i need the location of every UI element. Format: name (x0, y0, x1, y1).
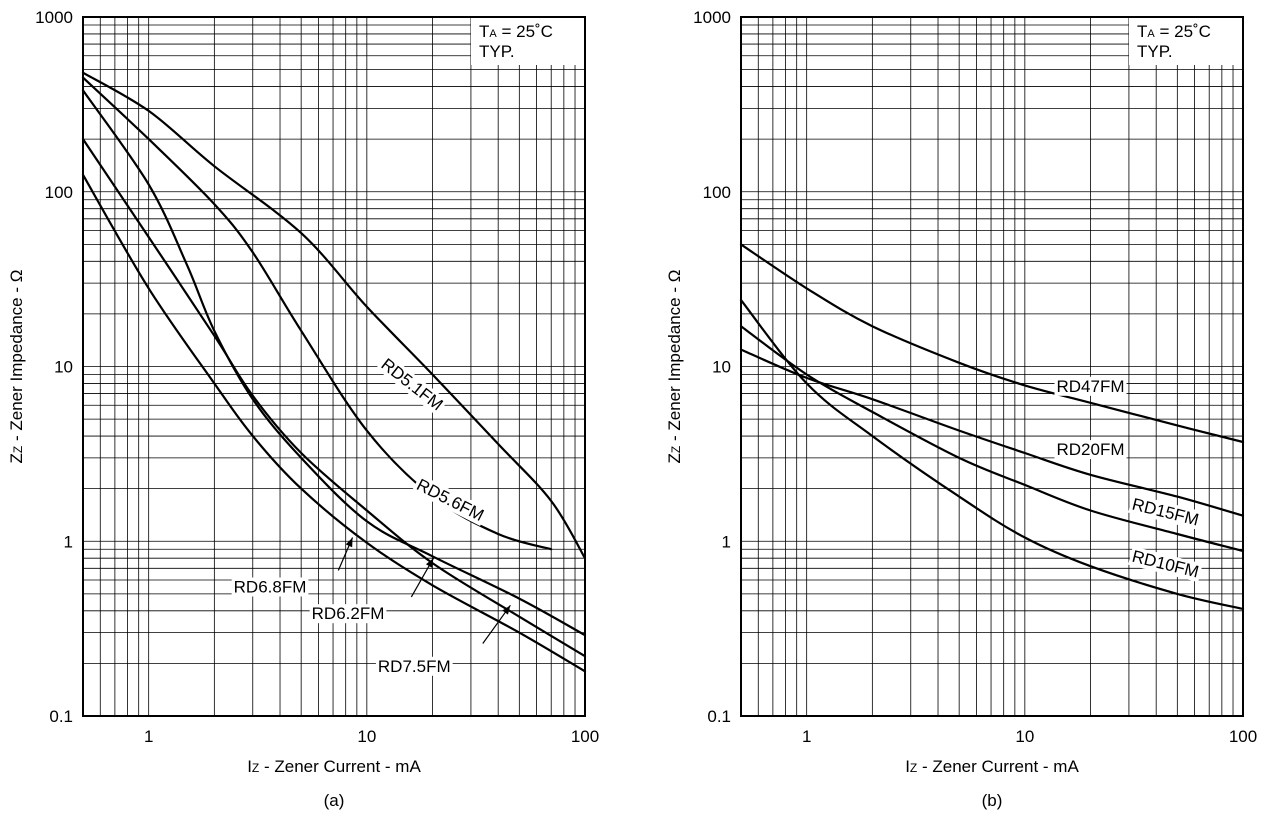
plot-frame (740, 16, 1244, 717)
curve-label-rd10fm: RD10FM (1130, 547, 1201, 582)
curve-label-group: RD5.6FM (411, 474, 489, 526)
condition-typ: TYP. (479, 42, 515, 61)
curve-label-bg (309, 604, 387, 624)
x-axis-title: IZ - Zener Current - mA (247, 757, 421, 776)
conditions-bg (1129, 17, 1243, 65)
series-rd15fm (739, 325, 1245, 553)
cond-ta-sub: A (1147, 28, 1155, 40)
curve-label-rd5-6fm: RD5.6FM (414, 475, 487, 525)
y-tick-label: 100 (703, 183, 731, 202)
series-rd10fm (739, 299, 1245, 610)
y-tick-label: 1000 (693, 8, 731, 27)
x-axis-title-sub: Z (910, 761, 917, 775)
curve-label-group: RD47FM (1054, 376, 1127, 396)
curve-label-group: RD5.1FM (375, 353, 449, 416)
plot-frame (82, 16, 586, 717)
y-axis-title-rest: - Zener Impedance - Ω (665, 270, 684, 446)
grid (83, 17, 585, 716)
curve-label-rd6-2fm: RD6.2FM (312, 604, 385, 623)
x-axis-title: IZ - Zener Current - mA (905, 757, 1079, 776)
series-rd47fm (739, 243, 1245, 444)
y-tick-label: 100 (45, 183, 73, 202)
condition-typ: TYP. (1137, 42, 1173, 61)
x-axis-title-main: I (247, 757, 252, 776)
series-rd5-1fm (81, 71, 587, 560)
series-group (739, 243, 1245, 610)
curve-label-group: RD7.5FM (375, 656, 453, 676)
x-tick-label: 1 (802, 727, 811, 746)
y-axis-title-sub: Z (669, 446, 683, 453)
pointer-arrowhead (345, 537, 353, 548)
panel-a: RD5.1FM RD5.6FM RD6.8FM RD6.2FM RD7.5FM TA = … (7, 8, 599, 810)
y-axis-title: ZZ - Zener Impedance - Ω (7, 270, 26, 464)
series-rd5-6fm (81, 76, 553, 551)
cond-ta-rest: = 25˚C (497, 22, 553, 41)
x-tick-label: 10 (1015, 727, 1034, 746)
y-tick-label: 1 (722, 532, 731, 551)
x-axis-title-main: I (905, 757, 910, 776)
curve-label-group: RD20FM (1054, 440, 1127, 460)
x-tick-label: 1 (144, 727, 153, 746)
y-axis-title-sub: Z (11, 446, 25, 453)
curve-label-bg (411, 474, 489, 526)
y-axis-title-main: Z (7, 453, 26, 463)
x-axis-title-rest: - Zener Current - mA (259, 757, 421, 776)
x-tick-label: 10 (357, 727, 376, 746)
curve-label-bg (1128, 494, 1203, 530)
x-tick-label: 100 (571, 727, 599, 746)
pointer-arrowhead (425, 558, 434, 568)
cond-ta-main: T (1137, 22, 1147, 41)
curve-label-rd20fm: RD20FM (1057, 440, 1125, 459)
series-rd7-5fm (81, 173, 587, 673)
grid (741, 17, 1243, 716)
curve-label-bg (1054, 440, 1127, 460)
y-tick-label: 1 (64, 532, 73, 551)
y-tick-label: 0.1 (49, 707, 73, 726)
y-axis-title-rest: - Zener Impedance - Ω (7, 270, 26, 446)
curve-label-bg (375, 353, 449, 416)
y-axis-title: ZZ - Zener Impedance - Ω (665, 270, 684, 464)
y-tick-label: 1000 (35, 8, 73, 27)
curve-label-group: RD10FM (1128, 546, 1203, 583)
y-axis-title-main: Z (665, 453, 684, 463)
curve-label-rd6-8fm: RD6.8FM (234, 577, 307, 596)
x-axis-title-rest: - Zener Current - mA (917, 757, 1079, 776)
curve-label-group: RD6.8FM (231, 577, 309, 597)
condition-temperature: TA = 25˚C (1137, 22, 1211, 41)
curve-label-bg (1054, 376, 1127, 396)
curve-label-rd7-5fm: RD7.5FM (378, 657, 451, 676)
condition-temperature: TA = 25˚C (479, 22, 553, 41)
panel-caption: (a) (324, 791, 345, 810)
curve-label-bg (1128, 546, 1203, 583)
series-group (81, 71, 587, 673)
curve-label-group: RD6.2FM (309, 604, 387, 624)
curve-label-bg (375, 656, 453, 676)
y-tick-label: 0.1 (707, 707, 731, 726)
cond-ta-sub: A (489, 28, 497, 40)
y-tick-label: 10 (712, 358, 731, 377)
cond-ta-main: T (479, 22, 489, 41)
pointer-arrowhead (502, 605, 511, 615)
cond-ta-rest: = 25˚C (1155, 22, 1211, 41)
conditions-bg (471, 17, 585, 65)
series-rd6-8fm (81, 138, 587, 658)
x-axis-title-sub: Z (252, 761, 259, 775)
y-tick-label: 10 (54, 358, 73, 377)
series-rd6-2fm (81, 89, 587, 637)
curve-label-bg (231, 577, 309, 597)
x-tick-label: 100 (1229, 727, 1257, 746)
panel-caption: (b) (982, 791, 1003, 810)
curve-label-rd47fm: RD47FM (1057, 377, 1125, 396)
